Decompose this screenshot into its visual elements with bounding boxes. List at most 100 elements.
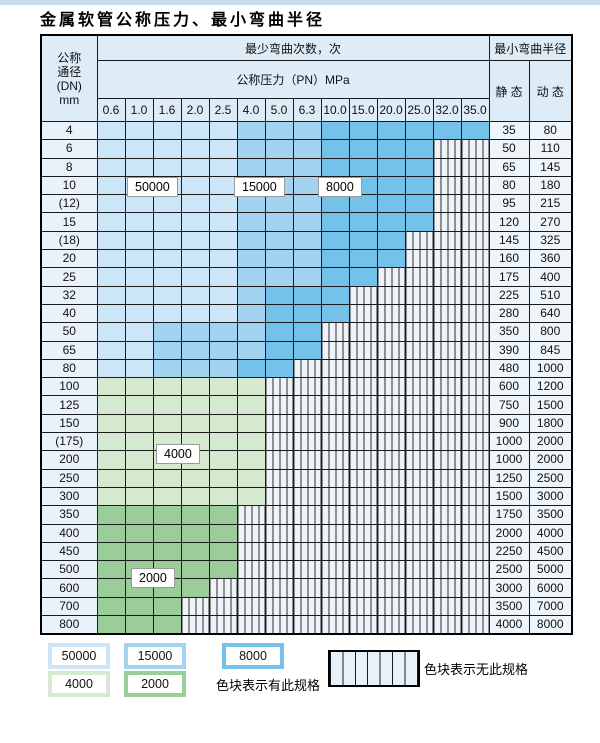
no-spec-sample-swatch	[328, 650, 420, 687]
cell-no-spec	[404, 596, 434, 617]
cell-no-spec	[292, 560, 322, 580]
cell-no-spec	[460, 194, 490, 214]
cell-spec	[236, 267, 266, 287]
cell-static: 480	[488, 358, 530, 379]
cell-no-spec	[432, 432, 462, 452]
cell-no-spec	[432, 523, 462, 543]
cell-spec	[292, 230, 322, 251]
cell-spec	[236, 139, 266, 159]
cell-spec	[264, 230, 294, 251]
no-spec-label: 色块表示无此规格	[424, 662, 529, 677]
cell-dn: 150	[40, 413, 98, 434]
cell-no-spec	[348, 523, 378, 543]
table-row: 20 160 360	[40, 249, 573, 269]
cell-static: 350	[488, 322, 530, 342]
cell-spec	[208, 285, 238, 305]
cell-no-spec	[264, 541, 294, 562]
dynamic-header: 动 态	[528, 60, 573, 122]
cell-no-spec	[264, 377, 294, 397]
cell-spec	[376, 139, 406, 159]
cell-spec	[236, 285, 266, 305]
cell-spec	[208, 358, 238, 379]
legend-swatch-label: 4000	[52, 675, 106, 693]
cell-dynamic: 80	[528, 120, 573, 141]
cell-no-spec	[460, 267, 490, 287]
zone-label: 15000	[234, 177, 285, 197]
cell-no-spec	[320, 615, 350, 635]
cell-no-spec	[292, 468, 322, 488]
cell-static: 280	[488, 303, 530, 324]
legend-swatch-label: 2000	[128, 675, 182, 693]
cell-spec	[96, 230, 126, 251]
cell-dynamic: 4500	[528, 541, 573, 562]
cell-dynamic: 2500	[528, 468, 573, 488]
cell-static: 225	[488, 285, 530, 305]
cell-no-spec	[292, 486, 322, 507]
cell-spec	[96, 120, 126, 141]
cell-no-spec	[348, 468, 378, 488]
cell-spec	[180, 267, 210, 287]
dn-header-line: (DN)	[56, 78, 82, 93]
cell-spec	[292, 303, 322, 324]
cell-no-spec	[236, 560, 266, 580]
pressure-col-header: 0.6	[96, 98, 126, 122]
cell-spec	[180, 139, 210, 159]
cell-spec	[180, 358, 210, 379]
cell-spec	[124, 194, 154, 214]
cell-spec	[124, 139, 154, 159]
cell-dynamic: 800	[528, 322, 573, 342]
cell-spec	[124, 157, 154, 177]
cell-no-spec	[292, 432, 322, 452]
cell-spec	[124, 523, 154, 543]
cell-no-spec	[348, 358, 378, 379]
cell-no-spec	[404, 230, 434, 251]
cell-no-spec	[404, 432, 434, 452]
bend-cycles-header: 最少弯曲次数，次	[96, 34, 490, 61]
pressure-col-header: 6.3	[292, 98, 322, 122]
cell-static: 145	[488, 230, 530, 251]
cell-spec	[96, 157, 126, 177]
cell-spec	[320, 285, 350, 305]
cell-no-spec	[348, 486, 378, 507]
cell-spec	[208, 523, 238, 543]
table-row: 100 600 1200	[40, 377, 573, 397]
cell-no-spec	[292, 615, 322, 635]
cell-no-spec	[348, 450, 378, 470]
cell-spec	[264, 285, 294, 305]
cell-no-spec	[460, 175, 490, 196]
cell-no-spec	[348, 303, 378, 324]
cell-no-spec	[404, 377, 434, 397]
cell-spec	[376, 230, 406, 251]
cell-no-spec	[320, 505, 350, 525]
cell-spec	[180, 523, 210, 543]
cell-no-spec	[460, 322, 490, 342]
cell-spec	[180, 230, 210, 251]
cell-dn: 10	[40, 175, 98, 196]
dn-header-line: 公称	[57, 50, 82, 65]
cell-no-spec	[460, 157, 490, 177]
cell-static: 2000	[488, 523, 530, 543]
cell-static: 160	[488, 249, 530, 269]
cell-dn: 40	[40, 303, 98, 324]
cell-no-spec	[376, 596, 406, 617]
cell-spec	[124, 395, 154, 415]
cell-spec	[96, 212, 126, 232]
cell-spec	[96, 322, 126, 342]
cell-no-spec	[460, 377, 490, 397]
cell-static: 1000	[488, 432, 530, 452]
cell-spec	[180, 413, 210, 434]
cell-no-spec	[264, 615, 294, 635]
cell-spec	[152, 139, 182, 159]
table-row: 80 480 1000	[40, 358, 573, 379]
cell-no-spec	[320, 413, 350, 434]
cell-no-spec	[404, 486, 434, 507]
cell-spec	[124, 358, 154, 379]
cell-no-spec	[292, 578, 322, 598]
cell-no-spec	[264, 596, 294, 617]
cell-no-spec	[376, 285, 406, 305]
cell-spec	[236, 413, 266, 434]
cell-no-spec	[320, 560, 350, 580]
cell-no-spec	[236, 615, 266, 635]
cell-spec	[320, 249, 350, 269]
cell-spec	[292, 157, 322, 177]
